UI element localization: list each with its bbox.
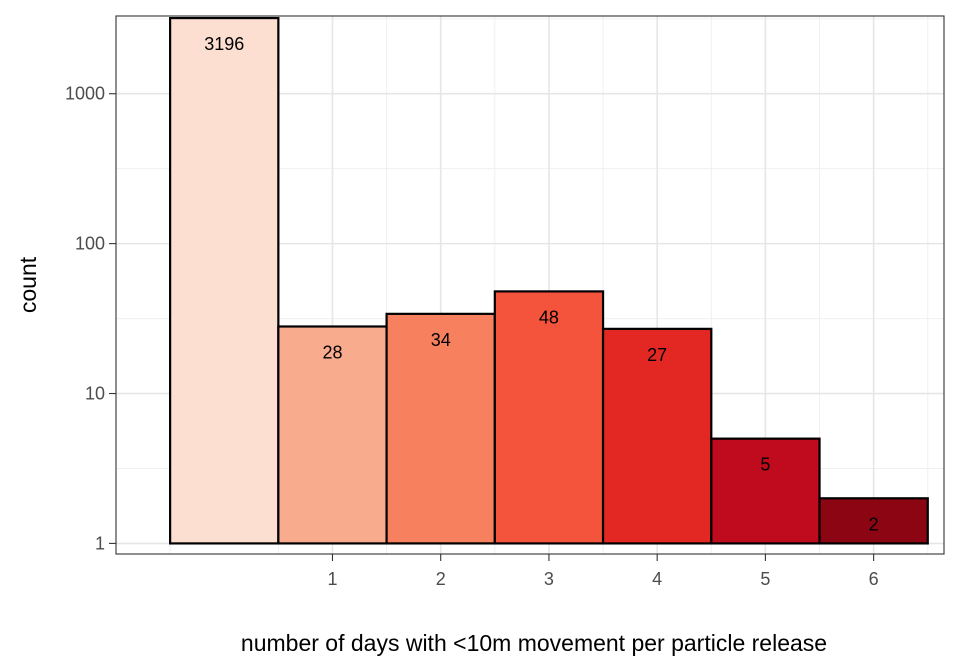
panel-border	[115, 15, 945, 555]
bar	[277, 325, 388, 545]
y-axis-title: count	[15, 256, 41, 313]
bar-value-label: 28	[322, 342, 342, 362]
x-tick-label: 4	[652, 569, 662, 589]
x-tick-label: 1	[327, 569, 337, 589]
bar	[493, 290, 605, 545]
x-tick-label: 5	[760, 569, 770, 589]
bar-value-label: 48	[539, 307, 559, 327]
y-tick-label: 100	[75, 234, 105, 254]
x-tick-label: 2	[436, 569, 446, 589]
bars-group	[169, 16, 929, 545]
x-axis: 1 2 3 4 5 6	[327, 554, 879, 589]
bar-value-label: 2	[869, 514, 879, 534]
y-axis: 1 10 100 1000	[65, 84, 116, 553]
bar	[169, 16, 280, 545]
x-tick-label: 3	[544, 569, 554, 589]
y-tick-label: 1000	[65, 84, 105, 104]
y-tick-label: 10	[85, 384, 105, 404]
bar	[818, 497, 929, 545]
y-tick-label: 1	[95, 533, 105, 553]
x-axis-title: number of days with <10m movement per pa…	[241, 630, 827, 656]
bar-value-label: 3196	[204, 34, 244, 54]
bar-value-label: 5	[760, 455, 770, 475]
bar-value-label: 34	[431, 330, 451, 350]
x-tick-label: 6	[869, 569, 879, 589]
bar	[601, 327, 713, 545]
bar	[710, 437, 821, 545]
bar-value-label: 27	[647, 345, 667, 365]
bar-labels-group: 3196 28 34 48 27 5 2	[204, 34, 878, 534]
bar	[385, 312, 496, 545]
